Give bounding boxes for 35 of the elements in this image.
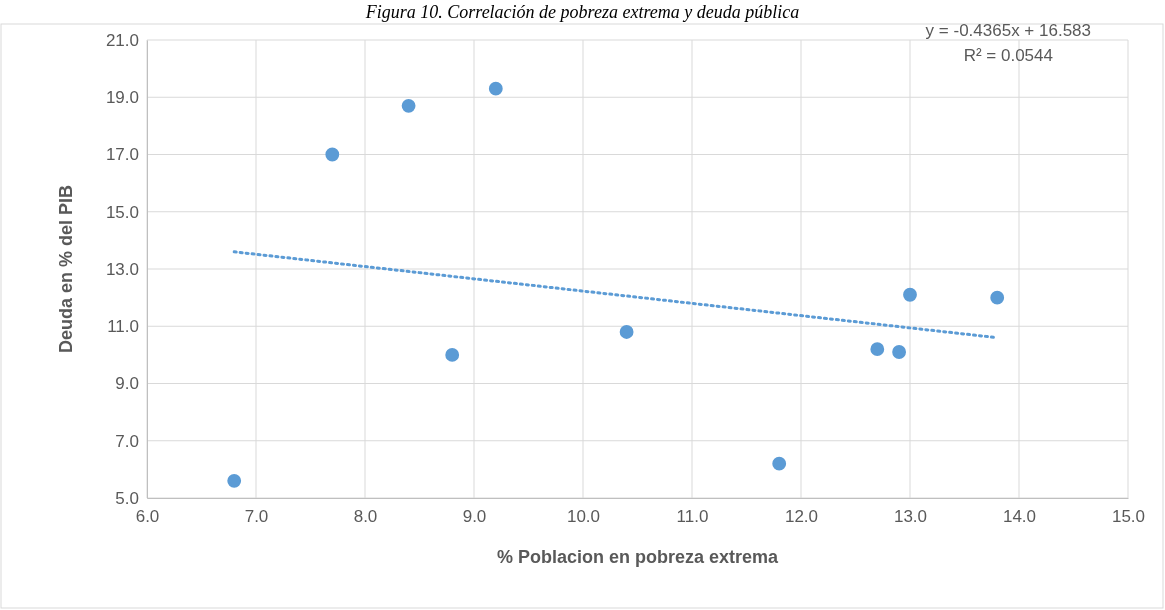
x-tick-label: 12.0 xyxy=(784,507,819,527)
chart-title: Figura 10. Correlación de pobreza extrema y deuda pública xyxy=(364,2,800,22)
y-tick-label: 11.0 xyxy=(107,317,139,337)
y-tick-label: 13.0 xyxy=(105,259,139,279)
y-tick-label: 17.0 xyxy=(105,145,139,165)
x-tick-label: 10.0 xyxy=(566,507,601,527)
y-tick-label: 15.0 xyxy=(105,202,139,222)
x-tick-label: 9.0 xyxy=(462,507,487,527)
point xyxy=(892,345,907,359)
y-tick-label: 19.0 xyxy=(105,88,139,108)
x-tick-label: 8.0 xyxy=(353,507,378,527)
point xyxy=(990,290,1005,305)
x-tick-label: 15.0 xyxy=(1111,507,1146,527)
y-tick-label: 21.0 xyxy=(105,30,139,50)
point xyxy=(227,473,242,488)
point xyxy=(325,147,340,162)
point xyxy=(488,81,503,96)
point xyxy=(903,287,917,302)
y-axis-title: Deuda en % del PIB xyxy=(56,184,76,354)
x-tick-label: 11.0 xyxy=(676,507,709,527)
x-tick-label: 14.0 xyxy=(1002,507,1037,527)
point xyxy=(870,342,885,357)
x-tick-label: 6.0 xyxy=(135,507,160,527)
y-tick-label: 7.0 xyxy=(115,431,139,451)
y-tick-label: 9.0 xyxy=(115,374,139,394)
point xyxy=(772,456,787,471)
point xyxy=(445,347,460,362)
y-tick-label: 5.0 xyxy=(115,488,139,508)
point xyxy=(619,325,634,339)
x-tick-label: 13.0 xyxy=(893,507,928,527)
x-tick-label: 7.0 xyxy=(244,507,269,527)
point xyxy=(401,98,416,113)
annotation: R² = 0.0544 xyxy=(963,46,1053,65)
annotation: y = -0.4365x + 16.583 xyxy=(925,21,1092,40)
x-axis-title: % Poblacion en pobreza extrema xyxy=(496,547,780,567)
